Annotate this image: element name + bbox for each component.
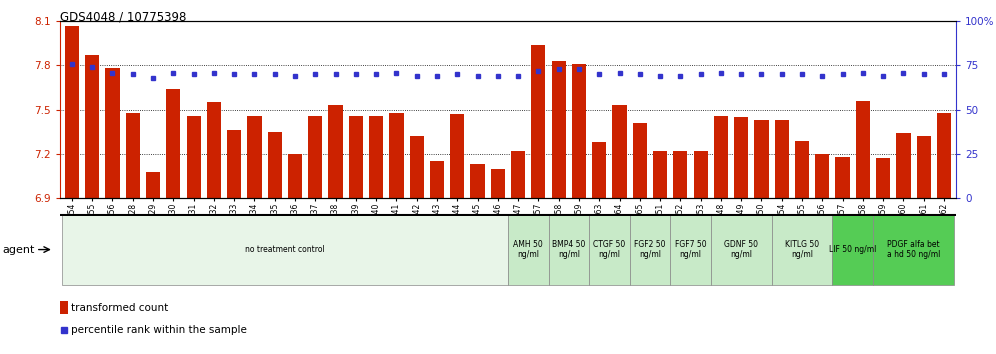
Bar — [531, 45, 546, 198]
Bar — [329, 105, 343, 198]
Bar — [549, 214, 589, 285]
Bar — [65, 25, 79, 198]
Bar — [370, 116, 383, 198]
Bar — [125, 113, 139, 198]
Text: agent: agent — [2, 245, 35, 255]
Text: AMH 50
ng/ml: AMH 50 ng/ml — [513, 240, 543, 259]
Bar — [714, 116, 728, 198]
Bar — [106, 68, 120, 198]
Bar — [670, 214, 711, 285]
Bar — [268, 132, 282, 198]
Bar — [833, 214, 873, 285]
Text: PDGF alfa bet
a hd 50 ng/ml: PDGF alfa bet a hd 50 ng/ml — [886, 240, 940, 259]
Bar — [62, 214, 508, 285]
Bar — [815, 154, 830, 198]
Bar — [754, 120, 769, 198]
Text: GDNF 50
ng/ml: GDNF 50 ng/ml — [724, 240, 758, 259]
Text: KITLG 50
ng/ml: KITLG 50 ng/ml — [785, 240, 819, 259]
Bar — [166, 89, 180, 198]
Bar — [552, 61, 566, 198]
Bar — [775, 120, 789, 198]
Text: no treatment control: no treatment control — [245, 245, 325, 254]
Bar — [186, 116, 201, 198]
Bar — [349, 116, 363, 198]
Bar — [876, 159, 890, 198]
Bar — [873, 214, 954, 285]
Bar — [308, 116, 323, 198]
Bar — [247, 116, 262, 198]
Bar — [389, 113, 403, 198]
Bar — [146, 172, 160, 198]
Bar — [207, 102, 221, 198]
Bar — [470, 164, 485, 198]
Bar — [937, 113, 951, 198]
Bar — [409, 136, 423, 198]
Bar — [227, 130, 241, 198]
Bar — [711, 214, 772, 285]
Text: percentile rank within the sample: percentile rank within the sample — [71, 325, 247, 336]
Bar — [916, 136, 931, 198]
Bar — [593, 142, 607, 198]
Text: FGF2 50
ng/ml: FGF2 50 ng/ml — [634, 240, 665, 259]
Bar — [629, 214, 670, 285]
Bar — [450, 114, 464, 198]
Bar — [673, 151, 687, 198]
Text: GDS4048 / 10775398: GDS4048 / 10775398 — [60, 11, 186, 24]
Bar — [85, 55, 100, 198]
Bar — [653, 151, 667, 198]
Bar — [60, 301, 68, 314]
Bar — [491, 169, 505, 198]
Text: transformed count: transformed count — [71, 303, 168, 313]
Bar — [896, 133, 910, 198]
Bar — [288, 154, 302, 198]
Bar — [856, 101, 870, 198]
Bar — [613, 105, 626, 198]
Text: LIF 50 ng/ml: LIF 50 ng/ml — [829, 245, 876, 254]
Bar — [511, 151, 525, 198]
Text: BMP4 50
ng/ml: BMP4 50 ng/ml — [552, 240, 586, 259]
Bar — [772, 214, 833, 285]
Bar — [632, 123, 646, 198]
Bar — [734, 117, 748, 198]
Bar — [430, 161, 444, 198]
Bar — [589, 214, 629, 285]
Text: CTGF 50
ng/ml: CTGF 50 ng/ml — [594, 240, 625, 259]
Bar — [508, 214, 549, 285]
Bar — [693, 151, 708, 198]
Text: FGF7 50
ng/ml: FGF7 50 ng/ml — [674, 240, 706, 259]
Bar — [836, 157, 850, 198]
Bar — [795, 141, 809, 198]
Bar — [572, 64, 586, 198]
